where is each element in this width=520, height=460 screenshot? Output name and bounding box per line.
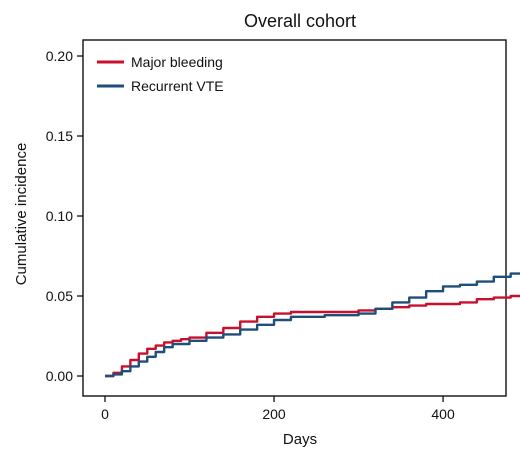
y-tick-label: 0.05 bbox=[46, 288, 73, 304]
x-axis-label: Days bbox=[283, 431, 317, 448]
x-tick-label: 400 bbox=[431, 406, 455, 422]
y-tick-label: 0.15 bbox=[46, 128, 73, 144]
y-tick-label: 0.20 bbox=[46, 48, 73, 64]
legend: Major bleeding Recurrent VTE bbox=[97, 54, 224, 94]
x-tick-label: 0 bbox=[101, 406, 109, 422]
chart-title: Overall cohort bbox=[244, 11, 356, 31]
y-tick-label: 0.10 bbox=[46, 208, 73, 224]
x-tick-label: 200 bbox=[262, 406, 286, 422]
plot-area: 02004006000.000.050.100.150.20 bbox=[46, 39, 520, 422]
legend-label: Major bleeding bbox=[131, 54, 223, 70]
y-tick-label: 0.00 bbox=[46, 368, 73, 384]
series-line-0 bbox=[105, 294, 520, 378]
plot-frame bbox=[82, 39, 507, 397]
series-line-1 bbox=[105, 272, 520, 378]
legend-label: Recurrent VTE bbox=[131, 78, 224, 94]
y-axis-label: Cumulative incidence bbox=[13, 143, 30, 286]
